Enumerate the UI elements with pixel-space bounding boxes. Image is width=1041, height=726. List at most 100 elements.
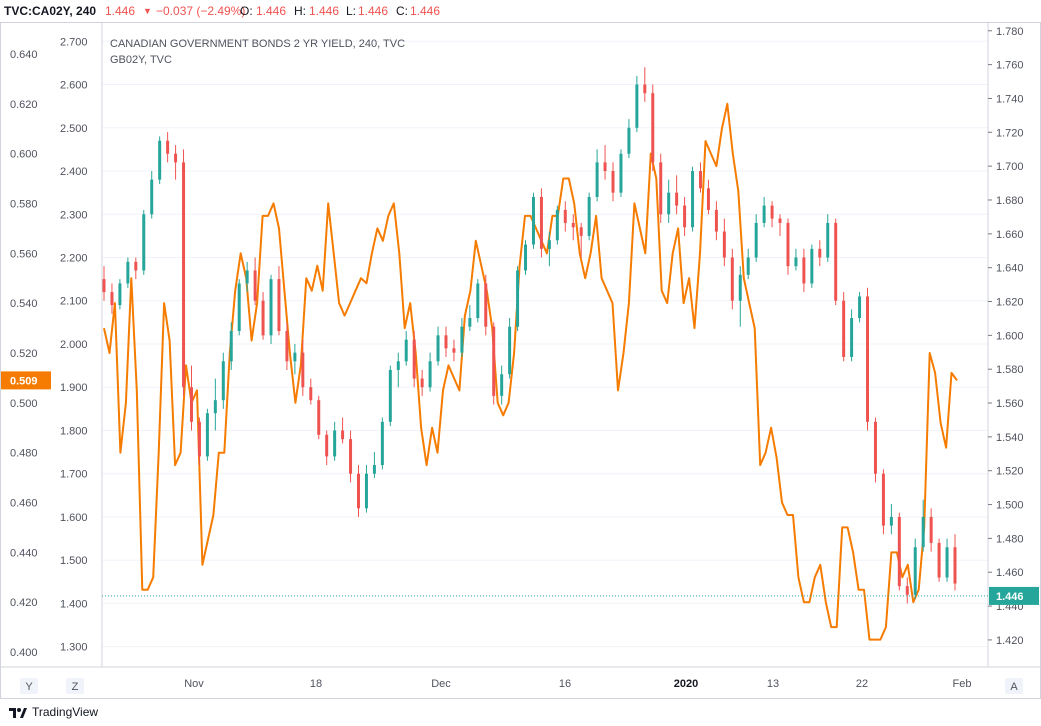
time-axis-tick: Nov	[184, 678, 204, 690]
left-axis-tick: 0.640	[10, 49, 38, 61]
candle-body	[531, 196, 535, 245]
candle-body	[555, 209, 559, 241]
candle-body	[897, 516, 901, 587]
candle-body	[396, 361, 400, 370]
candle-body	[380, 421, 384, 466]
candle-body	[158, 140, 162, 180]
left-axis-tick: 0.540	[10, 298, 38, 310]
mid-axis-tick: 2.600	[60, 80, 88, 92]
candle-body	[627, 127, 631, 154]
auto-scale-button[interactable]: A	[1010, 681, 1018, 693]
mid-axis-tick: 2.700	[60, 36, 88, 48]
mid-axis-tick: 2.200	[60, 253, 88, 265]
right-axis-tick: 1.500	[996, 500, 1024, 512]
left-axis-tick: 0.600	[10, 149, 38, 161]
candle-body	[349, 439, 353, 474]
candle-body	[714, 209, 718, 232]
y-scale-button-bg[interactable]	[20, 678, 38, 694]
compare-last-tag	[1, 371, 51, 390]
z-scale-button-bg[interactable]	[66, 678, 84, 694]
candle-body	[341, 430, 345, 440]
open-label: O:	[240, 4, 253, 18]
candle-body	[945, 547, 949, 578]
candle-body	[269, 279, 273, 336]
candle-body	[189, 387, 193, 422]
down-arrow-icon: ▼	[143, 6, 152, 16]
candle-body	[603, 162, 607, 172]
time-axis-tick: 2020	[674, 678, 698, 690]
candle-body	[166, 140, 170, 154]
candle-body	[492, 326, 496, 396]
candle-body	[333, 430, 337, 457]
tradingview-logo[interactable]: TradingView	[8, 705, 98, 719]
candle-body	[524, 244, 528, 271]
candle-body	[746, 257, 750, 275]
candle-body	[786, 222, 790, 267]
last-price-tag	[989, 586, 1039, 605]
last-price-tag-label: 1.446	[996, 591, 1024, 603]
left-axis-tick: 0.460	[10, 498, 38, 510]
candle-body	[611, 171, 615, 193]
candle-body	[317, 400, 321, 435]
auto-scale-button-bg[interactable]	[1005, 678, 1023, 694]
left-axis-tick: 0.560	[10, 248, 38, 260]
candle-body	[762, 205, 766, 223]
mid-axis-tick: 1.700	[60, 469, 88, 481]
ca02y-candles	[102, 67, 957, 604]
left-axis-tick: 0.440	[10, 547, 38, 559]
right-axis-tick: 1.640	[996, 263, 1024, 275]
right-axis-tick: 1.540	[996, 432, 1024, 444]
candle-body	[182, 162, 186, 388]
compare-series-legend[interactable]: GB02Y, TVC	[110, 54, 172, 66]
candle-body	[364, 473, 368, 509]
right-axis-tick: 1.420	[996, 635, 1024, 647]
left-axis-tick: 0.420	[10, 597, 38, 609]
candle-body	[213, 400, 217, 414]
gb02y-series	[103, 102, 958, 641]
candle-body	[205, 413, 209, 457]
candle-body	[460, 326, 464, 353]
time-axis-tick: Dec	[431, 678, 451, 690]
candle-body	[587, 196, 591, 236]
candle-body	[134, 261, 138, 271]
candle-body	[197, 421, 201, 457]
candle-body	[698, 171, 702, 189]
candle-body	[834, 222, 838, 301]
candle-body	[858, 296, 862, 319]
tradingview-logo-icon	[9, 708, 27, 718]
candle-body	[508, 326, 512, 375]
candle-body	[428, 361, 432, 388]
price-chart[interactable]: 0.640 0.620 0.600 0.580 0.560 0.540 0.520 0.500…	[0, 22, 1041, 700]
z-scale-button[interactable]: Z	[72, 681, 79, 693]
candle-body	[770, 205, 774, 219]
right-axis-tick: 1.520	[996, 466, 1024, 478]
mid-axis-tick: 1.300	[60, 642, 88, 654]
left-axis-tick: 0.400	[10, 647, 38, 659]
symbol-label[interactable]: TVC:CA02Y, 240	[4, 4, 97, 18]
candle-body	[484, 283, 488, 327]
right-axis-tick: 1.740	[996, 93, 1024, 105]
time-axis-tick: 22	[856, 678, 868, 690]
candle-body	[929, 516, 933, 543]
candle-body	[309, 387, 313, 401]
main-series-legend[interactable]: CANADIAN GOVERNMENT BONDS 2 YR YIELD, 24…	[110, 38, 405, 50]
candle-body	[683, 205, 687, 228]
candle-body	[452, 348, 456, 353]
y-scale-button[interactable]: Y	[25, 681, 33, 693]
left-axis-tick: 0.620	[10, 99, 38, 111]
candle-body	[905, 586, 909, 595]
high-label: H:	[294, 4, 306, 18]
candle-body	[420, 378, 424, 388]
candle-body	[651, 93, 655, 163]
left-axis-tick: 0.520	[10, 348, 38, 360]
candle-body	[889, 516, 893, 526]
candle-body	[754, 222, 758, 258]
candle-body	[818, 248, 822, 258]
candle-body	[873, 421, 877, 474]
candle-body	[237, 283, 241, 332]
mid-axis-tick: 2.400	[60, 166, 88, 178]
chart-header: TVC:CA02Y, 240 1.446 ▼ −0.037 (−2.49%) O…	[0, 0, 1041, 22]
candle-body	[643, 84, 647, 94]
candle-body	[253, 270, 257, 301]
gb02y-line	[103, 102, 958, 641]
